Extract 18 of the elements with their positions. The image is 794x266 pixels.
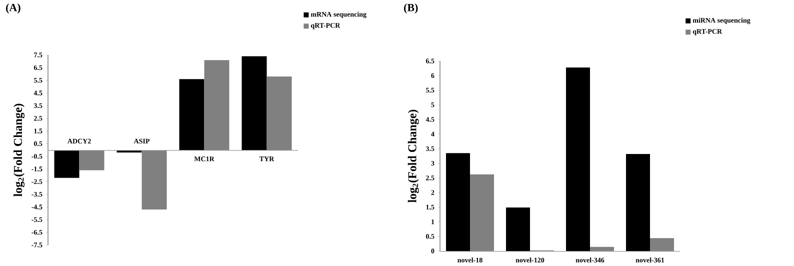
bar xyxy=(142,150,167,210)
chart-title: (A) xyxy=(6,4,20,14)
chart-title: (B) xyxy=(404,4,418,14)
bar xyxy=(590,246,614,251)
bar xyxy=(204,60,230,150)
bar xyxy=(179,79,204,150)
bar xyxy=(242,56,267,150)
y-axis-title: log$_{2}$(Fold Change) xyxy=(408,110,419,203)
bar xyxy=(650,238,674,251)
bar xyxy=(446,153,470,251)
bar xyxy=(470,174,494,251)
bar xyxy=(626,154,650,251)
bar xyxy=(566,67,590,251)
bar xyxy=(79,150,104,170)
y-axis-title: log$_{2}$(Fold Change) xyxy=(14,104,25,197)
bar xyxy=(506,207,530,251)
bar xyxy=(266,76,292,150)
bar xyxy=(54,150,80,178)
